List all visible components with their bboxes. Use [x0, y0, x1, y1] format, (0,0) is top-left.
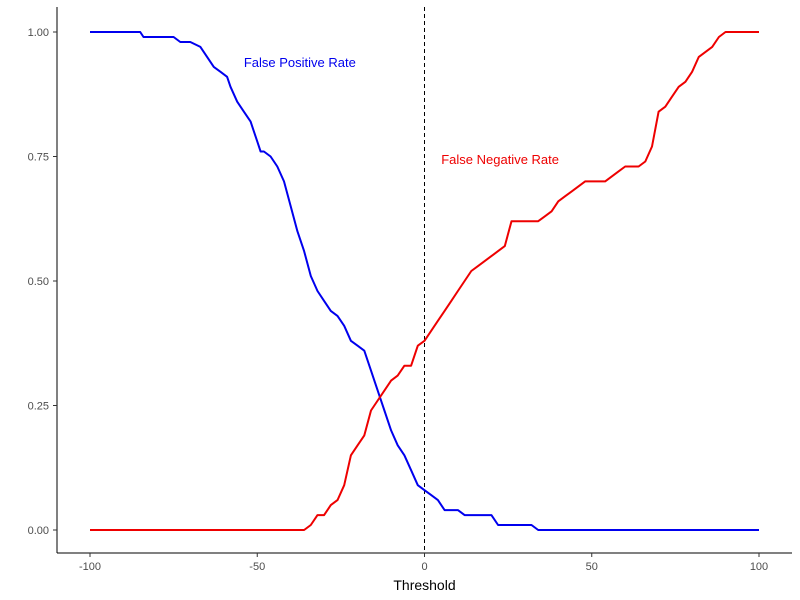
false-positive-rate-label: False Positive Rate [244, 55, 356, 70]
x-axis-title: Threshold [393, 577, 455, 593]
annotations: False Positive Rate False Negative Rate [244, 55, 559, 167]
y-tick-label: 0.25 [28, 401, 49, 413]
x-tick-label: 0 [421, 561, 427, 573]
x-tick-label: -50 [249, 561, 265, 573]
false-positive-rate-line [90, 31, 759, 531]
y-tick-label: 0.00 [28, 525, 49, 537]
x-tick-label: -100 [79, 561, 101, 573]
y-tick-label: 0.75 [28, 152, 49, 164]
plot-marks [90, 7, 759, 553]
y-tick-label: 0.50 [28, 276, 49, 288]
x-tick-label: 100 [750, 561, 768, 573]
y-tick-label: 1.00 [28, 27, 49, 39]
x-tick-label: 50 [586, 561, 598, 573]
ticks: -100 -50 0 50 100 0.00 0.25 0.50 0.75 1.00 [28, 27, 769, 573]
false-negative-rate-line [90, 31, 759, 531]
false-negative-rate-label: False Negative Rate [441, 152, 559, 167]
